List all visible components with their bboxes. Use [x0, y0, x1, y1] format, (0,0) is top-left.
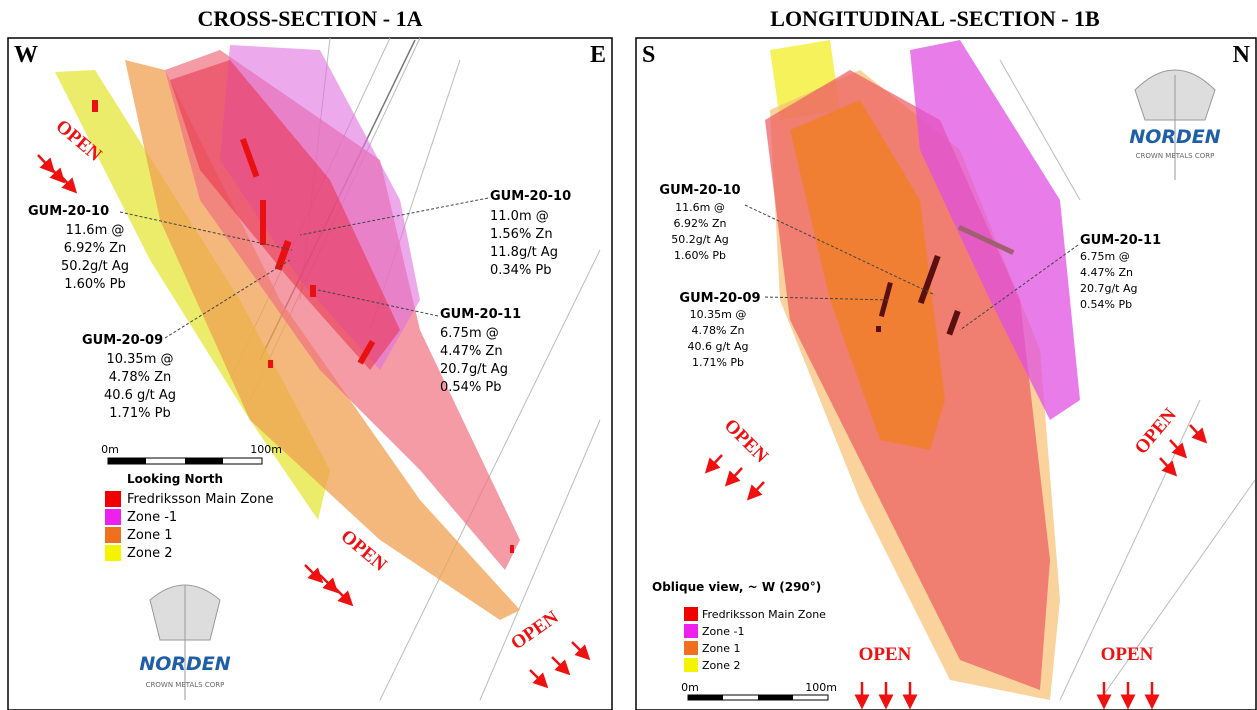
legend-label: Zone -1: [702, 625, 744, 638]
legend-label: Zone -1: [127, 510, 177, 525]
direction-label: E: [590, 42, 606, 68]
scale-label: 100m: [250, 443, 282, 456]
intercept-line: 0.34% Pb: [490, 263, 552, 278]
scale-bar: [687, 694, 829, 701]
drill-hole-label: GUM-20-11: [1080, 233, 1161, 248]
model-1b: [765, 40, 1256, 701]
intercept-line: 50.2g/t Ag: [61, 259, 129, 274]
intercept-line: 1.60% Pb: [674, 249, 726, 262]
open-label: OPEN: [859, 644, 912, 665]
intercept-line: 11.6m @: [675, 201, 725, 214]
view-label: Oblique view, ~ W (290°): [652, 580, 821, 594]
scale-bar: [107, 457, 263, 465]
intercept-line: 6.92% Zn: [64, 241, 127, 256]
legend-label: Fredriksson Main Zone: [127, 492, 273, 507]
logo-name: NORDEN: [1129, 126, 1220, 148]
intercept-line: 1.60% Pb: [64, 277, 126, 292]
intercept-line: 0.54% Pb: [1080, 298, 1132, 311]
leader-lines: [744, 204, 1079, 331]
scale-label: 0m: [681, 681, 699, 694]
intercept-line: 40.6 g/t Ag: [688, 340, 749, 353]
view-label: Looking North: [127, 472, 223, 486]
intercept-line: 4.47% Zn: [440, 344, 503, 359]
intercept-line: 4.78% Zn: [109, 370, 172, 385]
panel-title: LONGITUDINAL -SECTION - 1B: [770, 6, 1100, 31]
intercept-line: 4.47% Zn: [1080, 266, 1133, 279]
legend-label: Zone 1: [702, 642, 741, 655]
leader-lines: [119, 197, 489, 339]
intercept-line: 10.35m @: [106, 352, 173, 367]
open-label: OPEN: [1101, 644, 1154, 665]
intercept-line: 11.8g/t Ag: [490, 245, 558, 260]
model-1a: [55, 37, 601, 701]
drill-hole-label: GUM-20-11: [440, 307, 521, 322]
drill-hole-label: GUM-20-10: [490, 189, 571, 204]
panel-title: CROSS-SECTION - 1A: [198, 6, 423, 31]
open-arrows: [704, 424, 1208, 710]
legend-swatches: [105, 491, 121, 561]
logo-name: NORDEN: [139, 653, 230, 675]
intercept-line: 20.7g/t Ag: [440, 362, 508, 377]
logo-mark: [149, 584, 221, 700]
logo-subtitle: CROWN METALS CORP: [1136, 152, 1215, 160]
intercept-line: 11.0m @: [490, 209, 549, 224]
intercept-line: 6.75m @: [1080, 250, 1130, 263]
intercept-line: 6.75m @: [440, 326, 499, 341]
intercept-line: 1.56% Zn: [490, 227, 553, 242]
open-arrows: [37, 154, 591, 689]
drill-hole-label: GUM-20-09: [82, 333, 163, 348]
legend-label: Zone 2: [127, 546, 173, 561]
intercept-line: 6.92% Zn: [674, 217, 727, 230]
direction-label: W: [14, 42, 38, 68]
direction-label: N: [1233, 42, 1251, 68]
intercept-line: 10.35m @: [690, 308, 747, 321]
drill-hole-label: GUM-20-10: [28, 204, 109, 219]
logo-mark: [1134, 69, 1216, 180]
drill-hole-label: GUM-20-09: [679, 291, 760, 306]
intercept-line: 40.6 g/t Ag: [104, 388, 176, 403]
scale-label: 0m: [101, 443, 119, 456]
legend-swatches: [684, 607, 698, 672]
intercept-line: 11.6m @: [66, 223, 125, 238]
legend-label: Zone 2: [702, 659, 741, 672]
intercept-line: 50.2g/t Ag: [671, 233, 729, 246]
legend-label: Zone 1: [127, 528, 173, 543]
legend-label: Fredriksson Main Zone: [702, 608, 826, 621]
intercept-line: 20.7g/t Ag: [1080, 282, 1138, 295]
logo-subtitle: CROWN METALS CORP: [146, 681, 225, 689]
intercept-line: 4.78% Zn: [692, 324, 745, 337]
intercept-line: 0.54% Pb: [440, 380, 502, 395]
intercept-line: 1.71% Pb: [109, 406, 171, 421]
drill-hole-label: GUM-20-10: [659, 183, 740, 198]
direction-label: S: [642, 42, 655, 68]
intercept-line: 1.71% Pb: [692, 356, 744, 369]
scale-label: 100m: [805, 681, 837, 694]
